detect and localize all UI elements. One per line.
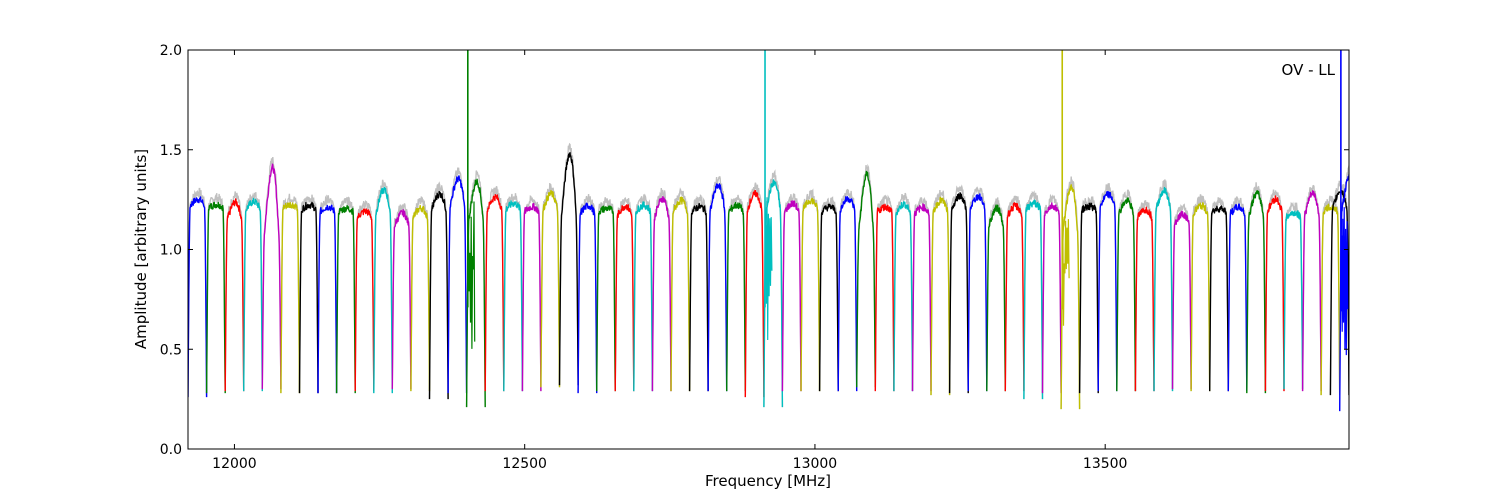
series-line-30 <box>726 201 746 392</box>
background-trace <box>837 188 858 392</box>
rfi-noise <box>467 201 476 349</box>
series-line-17 <box>484 194 505 392</box>
series-line-62 <box>1320 203 1341 396</box>
background-trace <box>874 194 895 392</box>
series-line-45 <box>1004 202 1025 392</box>
series-line-46 <box>1023 199 1044 400</box>
series-line-24 <box>614 204 635 392</box>
series-line-61 <box>1301 190 1322 392</box>
rfi-noise <box>1340 207 1349 356</box>
series-line-53 <box>1153 186 1174 392</box>
background-trace <box>1004 195 1025 392</box>
series-line-51 <box>1116 197 1137 392</box>
background-trace <box>280 193 301 394</box>
background-trace <box>726 194 746 392</box>
background-trace <box>633 193 654 392</box>
series-line-39 <box>893 201 914 392</box>
x-tick-label: 13000 <box>793 456 838 472</box>
rfi-noise <box>765 197 773 341</box>
series-line-57 <box>1227 203 1248 392</box>
series-line-8 <box>317 204 338 394</box>
background-trace <box>298 194 319 394</box>
series-line-37 <box>856 170 876 388</box>
background-trace <box>1190 194 1211 392</box>
series-line-60 <box>1283 210 1304 390</box>
series-line-50 <box>1097 191 1118 392</box>
series-line-14 <box>428 190 449 400</box>
background-trace <box>967 186 988 392</box>
series-line-2 <box>205 201 226 394</box>
x-tick-label: 12000 <box>212 456 257 472</box>
series-line-55 <box>1190 202 1211 392</box>
series-line-5 <box>261 163 282 390</box>
series-line-64 <box>1339 174 1349 412</box>
background-trace <box>317 194 338 394</box>
series-line-27 <box>670 196 691 392</box>
y-axis: 0.0 0.5 1.0 1.5 2.0 <box>160 43 1349 458</box>
y-tick-label: 0.5 <box>160 342 182 358</box>
series-line-52 <box>1134 206 1155 392</box>
series-line-28 <box>688 202 709 392</box>
series-line-9 <box>335 205 356 394</box>
series-line-59 <box>1264 195 1285 392</box>
series-line-15 <box>447 175 468 394</box>
series-line-56 <box>1209 205 1229 392</box>
series-line-19 <box>521 202 542 392</box>
series-line-34 <box>800 197 821 392</box>
series-line-4 <box>243 197 263 392</box>
background-trace <box>1329 180 1349 396</box>
series-line-6 <box>280 202 301 394</box>
series-line-10 <box>354 208 375 392</box>
background-trace <box>1097 183 1118 392</box>
series-line-12 <box>391 209 412 390</box>
series-line-58 <box>1246 190 1267 394</box>
y-tick-label: 2.0 <box>160 43 182 59</box>
background-trace <box>800 188 821 392</box>
series-line-41 <box>930 196 951 396</box>
x-axis: 12000 12500 13000 13500 <box>212 50 1127 472</box>
y-tick-label: 1.5 <box>160 143 182 159</box>
series-line-18 <box>503 200 524 392</box>
series-line-21 <box>558 152 579 386</box>
series-line-23 <box>596 205 616 392</box>
series-line-1 <box>188 196 208 398</box>
series-line-40 <box>911 203 932 392</box>
series-line-11 <box>373 186 393 394</box>
series-line-26 <box>651 196 672 392</box>
series-layer <box>188 50 1349 412</box>
y-tick-label: 1.0 <box>160 243 182 259</box>
series-line-33 <box>781 200 802 392</box>
series-line-35 <box>818 203 839 392</box>
series-line-20 <box>540 189 561 388</box>
series-line-47 <box>1041 202 1062 394</box>
series-line-48 <box>1060 184 1081 410</box>
series-line-29 <box>707 183 728 392</box>
series-line-22 <box>577 202 598 394</box>
series-line-54 <box>1171 210 1192 390</box>
series-line-43 <box>967 193 988 392</box>
series-line-25 <box>633 201 654 392</box>
x-tick-label: 12500 <box>502 456 547 472</box>
series-line-13 <box>410 204 431 392</box>
y-axis-label: Amplitude [arbitrary units] <box>132 149 150 349</box>
y-tick-label: 0.0 <box>160 442 182 458</box>
series-line-44 <box>986 204 1006 392</box>
series-line-36 <box>837 196 858 392</box>
x-tick-label: 13500 <box>1083 456 1128 472</box>
series-line-38 <box>874 203 895 392</box>
series-line-42 <box>948 192 969 394</box>
series-line-49 <box>1078 202 1099 394</box>
series-line-16 <box>465 178 486 408</box>
background-trace <box>577 194 598 394</box>
x-axis-label: Frequency [MHz] <box>705 472 831 490</box>
corner-annotation: OV - LL <box>1282 61 1336 79</box>
series-line-3 <box>224 198 245 392</box>
rfi-noise <box>1062 216 1070 326</box>
series-line-7 <box>298 201 319 394</box>
series-line-63 <box>1329 189 1349 396</box>
series-line-31 <box>744 189 765 398</box>
